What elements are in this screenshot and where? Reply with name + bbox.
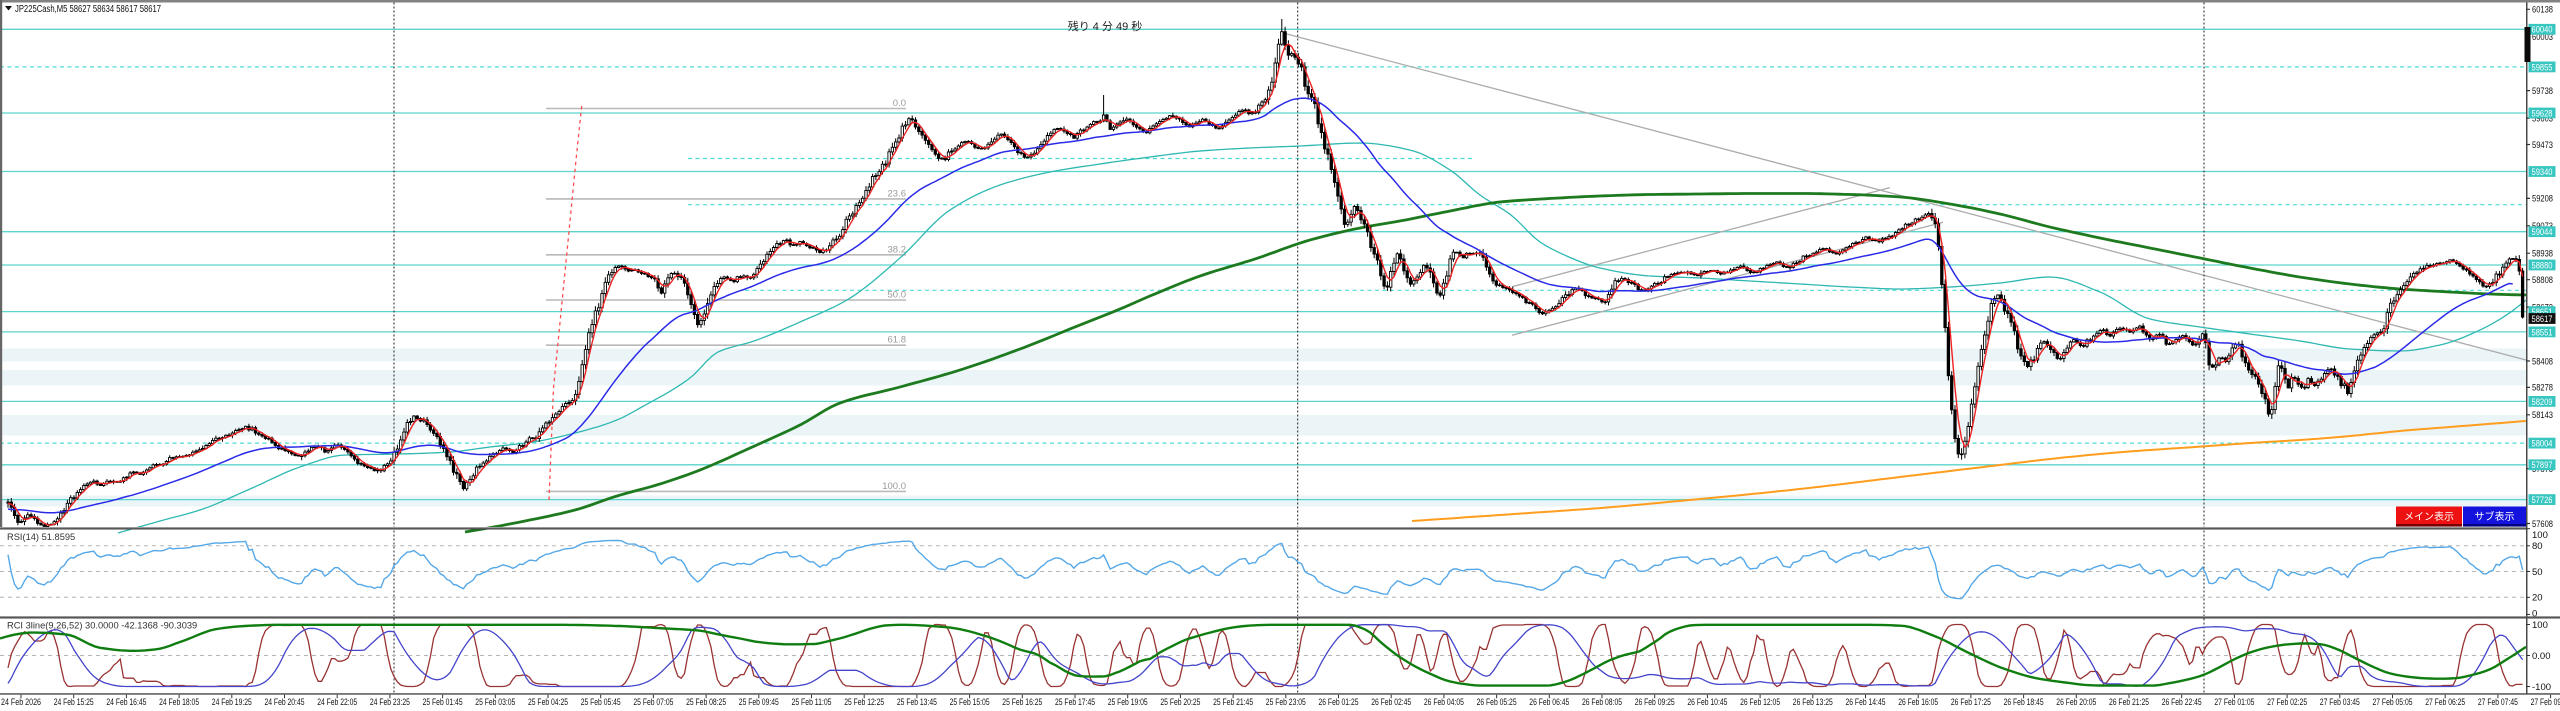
svg-text:25 Feb 20:25: 25 Feb 20:25 — [1160, 697, 1200, 707]
svg-text:0: 0 — [2532, 608, 2537, 619]
svg-text:26 Feb 18:45: 26 Feb 18:45 — [2004, 697, 2044, 707]
svg-text:59603: 59603 — [2532, 113, 2553, 124]
svg-text:80: 80 — [2532, 541, 2543, 552]
svg-text:57608: 57608 — [2532, 519, 2553, 530]
svg-text:50.0: 50.0 — [888, 290, 907, 301]
svg-text:25 Feb 16:25: 25 Feb 16:25 — [1002, 697, 1042, 707]
svg-text:25 Feb 08:25: 25 Feb 08:25 — [686, 697, 726, 707]
svg-text:59208: 59208 — [2532, 194, 2553, 205]
svg-text:26 Feb 22:45: 26 Feb 22:45 — [2162, 697, 2202, 707]
svg-text:24 Feb 2026: 24 Feb 2026 — [1, 697, 41, 707]
svg-text:25 Feb 07:05: 25 Feb 07:05 — [633, 697, 673, 707]
svg-text:24 Feb 15:25: 24 Feb 15:25 — [54, 697, 94, 707]
svg-text:0.0: 0.0 — [893, 98, 906, 109]
svg-text:25 Feb 01:45: 25 Feb 01:45 — [423, 697, 463, 707]
svg-text:23.6: 23.6 — [888, 188, 907, 199]
svg-text:残り 4 分 49 秒: 残り 4 分 49 秒 — [1068, 19, 1143, 33]
svg-text:RSI(14) 51.8595: RSI(14) 51.8595 — [7, 532, 75, 542]
svg-text:58808: 58808 — [2532, 275, 2553, 286]
svg-text:サブ表示: サブ表示 — [2475, 510, 2515, 523]
svg-text:26 Feb 05:25: 26 Feb 05:25 — [1477, 697, 1517, 707]
svg-text:59473: 59473 — [2532, 140, 2553, 151]
svg-text:58880: 58880 — [2532, 260, 2553, 271]
svg-text:25 Feb 03:05: 25 Feb 03:05 — [475, 697, 515, 707]
svg-text:58938: 58938 — [2532, 249, 2553, 260]
svg-text:25 Feb 11:05: 25 Feb 11:05 — [792, 697, 832, 707]
svg-text:26 Feb 02:45: 26 Feb 02:45 — [1371, 697, 1411, 707]
svg-text:24 Feb 18:05: 24 Feb 18:05 — [159, 697, 199, 707]
svg-text:26 Feb 09:25: 26 Feb 09:25 — [1635, 697, 1675, 707]
svg-text:26 Feb 01:25: 26 Feb 01:25 — [1319, 697, 1359, 707]
svg-text:57726: 57726 — [2532, 495, 2553, 506]
svg-text:25 Feb 05:45: 25 Feb 05:45 — [581, 697, 621, 707]
svg-text:26 Feb 21:25: 26 Feb 21:25 — [2109, 697, 2149, 707]
svg-text:25 Feb 17:45: 25 Feb 17:45 — [1055, 697, 1095, 707]
svg-text:0.00: 0.00 — [2532, 651, 2551, 662]
svg-text:27 Feb 03:45: 27 Feb 03:45 — [2320, 697, 2360, 707]
svg-text:58278: 58278 — [2532, 383, 2553, 394]
svg-text:24 Feb 20:45: 24 Feb 20:45 — [265, 697, 305, 707]
svg-text:26 Feb 06:45: 26 Feb 06:45 — [1529, 697, 1569, 707]
svg-text:58551: 58551 — [2532, 327, 2553, 338]
svg-text:59340: 59340 — [2532, 167, 2553, 178]
svg-text:25 Feb 13:45: 25 Feb 13:45 — [897, 697, 937, 707]
svg-text:26 Feb 08:05: 26 Feb 08:05 — [1582, 697, 1622, 707]
svg-text:38.2: 38.2 — [888, 244, 907, 255]
svg-text:61.8: 61.8 — [888, 335, 907, 346]
svg-text:26 Feb 12:05: 26 Feb 12:05 — [1740, 697, 1780, 707]
svg-text:JP225Cash,M5 58627 58634 5861: JP225Cash,M5 58627 58634 58617 58617 — [15, 4, 161, 15]
svg-text:-100: -100 — [2532, 682, 2551, 693]
svg-text:59044: 59044 — [2532, 227, 2553, 238]
svg-text:25 Feb 21:45: 25 Feb 21:45 — [1213, 697, 1253, 707]
svg-text:25 Feb 19:05: 25 Feb 19:05 — [1108, 697, 1148, 707]
svg-text:24 Feb 22:05: 24 Feb 22:05 — [317, 697, 357, 707]
svg-text:27 Feb 09:05: 27 Feb 09:05 — [2531, 697, 2560, 707]
svg-text:26 Feb 17:25: 26 Feb 17:25 — [1951, 697, 1991, 707]
svg-text:26 Feb 13:25: 26 Feb 13:25 — [1793, 697, 1833, 707]
svg-text:58408: 58408 — [2532, 356, 2553, 367]
svg-text:25 Feb 23:05: 25 Feb 23:05 — [1266, 697, 1306, 707]
svg-text:59738: 59738 — [2532, 86, 2553, 97]
svg-text:26 Feb 04:05: 26 Feb 04:05 — [1424, 697, 1464, 707]
svg-text:100: 100 — [2532, 530, 2548, 541]
svg-text:27 Feb 06:25: 27 Feb 06:25 — [2425, 697, 2465, 707]
svg-text:26 Feb 16:05: 26 Feb 16:05 — [1898, 697, 1938, 707]
svg-text:26 Feb 14:45: 26 Feb 14:45 — [1846, 697, 1886, 707]
svg-text:59628: 59628 — [2532, 108, 2553, 119]
svg-text:RCI 3line(9,26,52) 30.0000 -42: RCI 3line(9,26,52) 30.0000 -42.1368 -90.… — [7, 621, 197, 631]
svg-text:27 Feb 01:05: 27 Feb 01:05 — [2214, 697, 2254, 707]
svg-text:26 Feb 20:05: 26 Feb 20:05 — [2056, 697, 2096, 707]
svg-text:58143: 58143 — [2532, 410, 2553, 421]
svg-text:59855: 59855 — [2532, 62, 2553, 73]
svg-text:25 Feb 04:25: 25 Feb 04:25 — [528, 697, 568, 707]
svg-text:25 Feb 12:25: 25 Feb 12:25 — [844, 697, 884, 707]
svg-text:60138: 60138 — [2532, 5, 2553, 16]
svg-text:24 Feb 23:25: 24 Feb 23:25 — [370, 697, 410, 707]
svg-text:26 Feb 10:45: 26 Feb 10:45 — [1687, 697, 1727, 707]
svg-text:60040: 60040 — [2532, 25, 2553, 36]
svg-text:27 Feb 02:25: 27 Feb 02:25 — [2267, 697, 2307, 707]
svg-text:60003: 60003 — [2532, 32, 2553, 43]
svg-text:27 Feb 05:05: 27 Feb 05:05 — [2373, 697, 2413, 707]
svg-text:24 Feb 19:25: 24 Feb 19:25 — [212, 697, 252, 707]
svg-text:25 Feb 15:05: 25 Feb 15:05 — [950, 697, 990, 707]
svg-text:100: 100 — [2532, 620, 2548, 631]
svg-text:24 Feb 16:45: 24 Feb 16:45 — [106, 697, 146, 707]
svg-text:100.0: 100.0 — [882, 481, 906, 492]
svg-text:20: 20 — [2532, 593, 2543, 604]
svg-text:58209: 58209 — [2532, 397, 2553, 408]
svg-text:27 Feb 07:45: 27 Feb 07:45 — [2478, 697, 2518, 707]
svg-text:57897: 57897 — [2532, 460, 2553, 471]
svg-text:メイン表示: メイン表示 — [2404, 510, 2454, 523]
svg-text:58651: 58651 — [2532, 307, 2553, 318]
svg-text:25 Feb 09:45: 25 Feb 09:45 — [739, 697, 779, 707]
svg-text:58617: 58617 — [2532, 314, 2553, 325]
svg-text:58004: 58004 — [2532, 439, 2553, 450]
svg-text:50: 50 — [2532, 567, 2543, 578]
